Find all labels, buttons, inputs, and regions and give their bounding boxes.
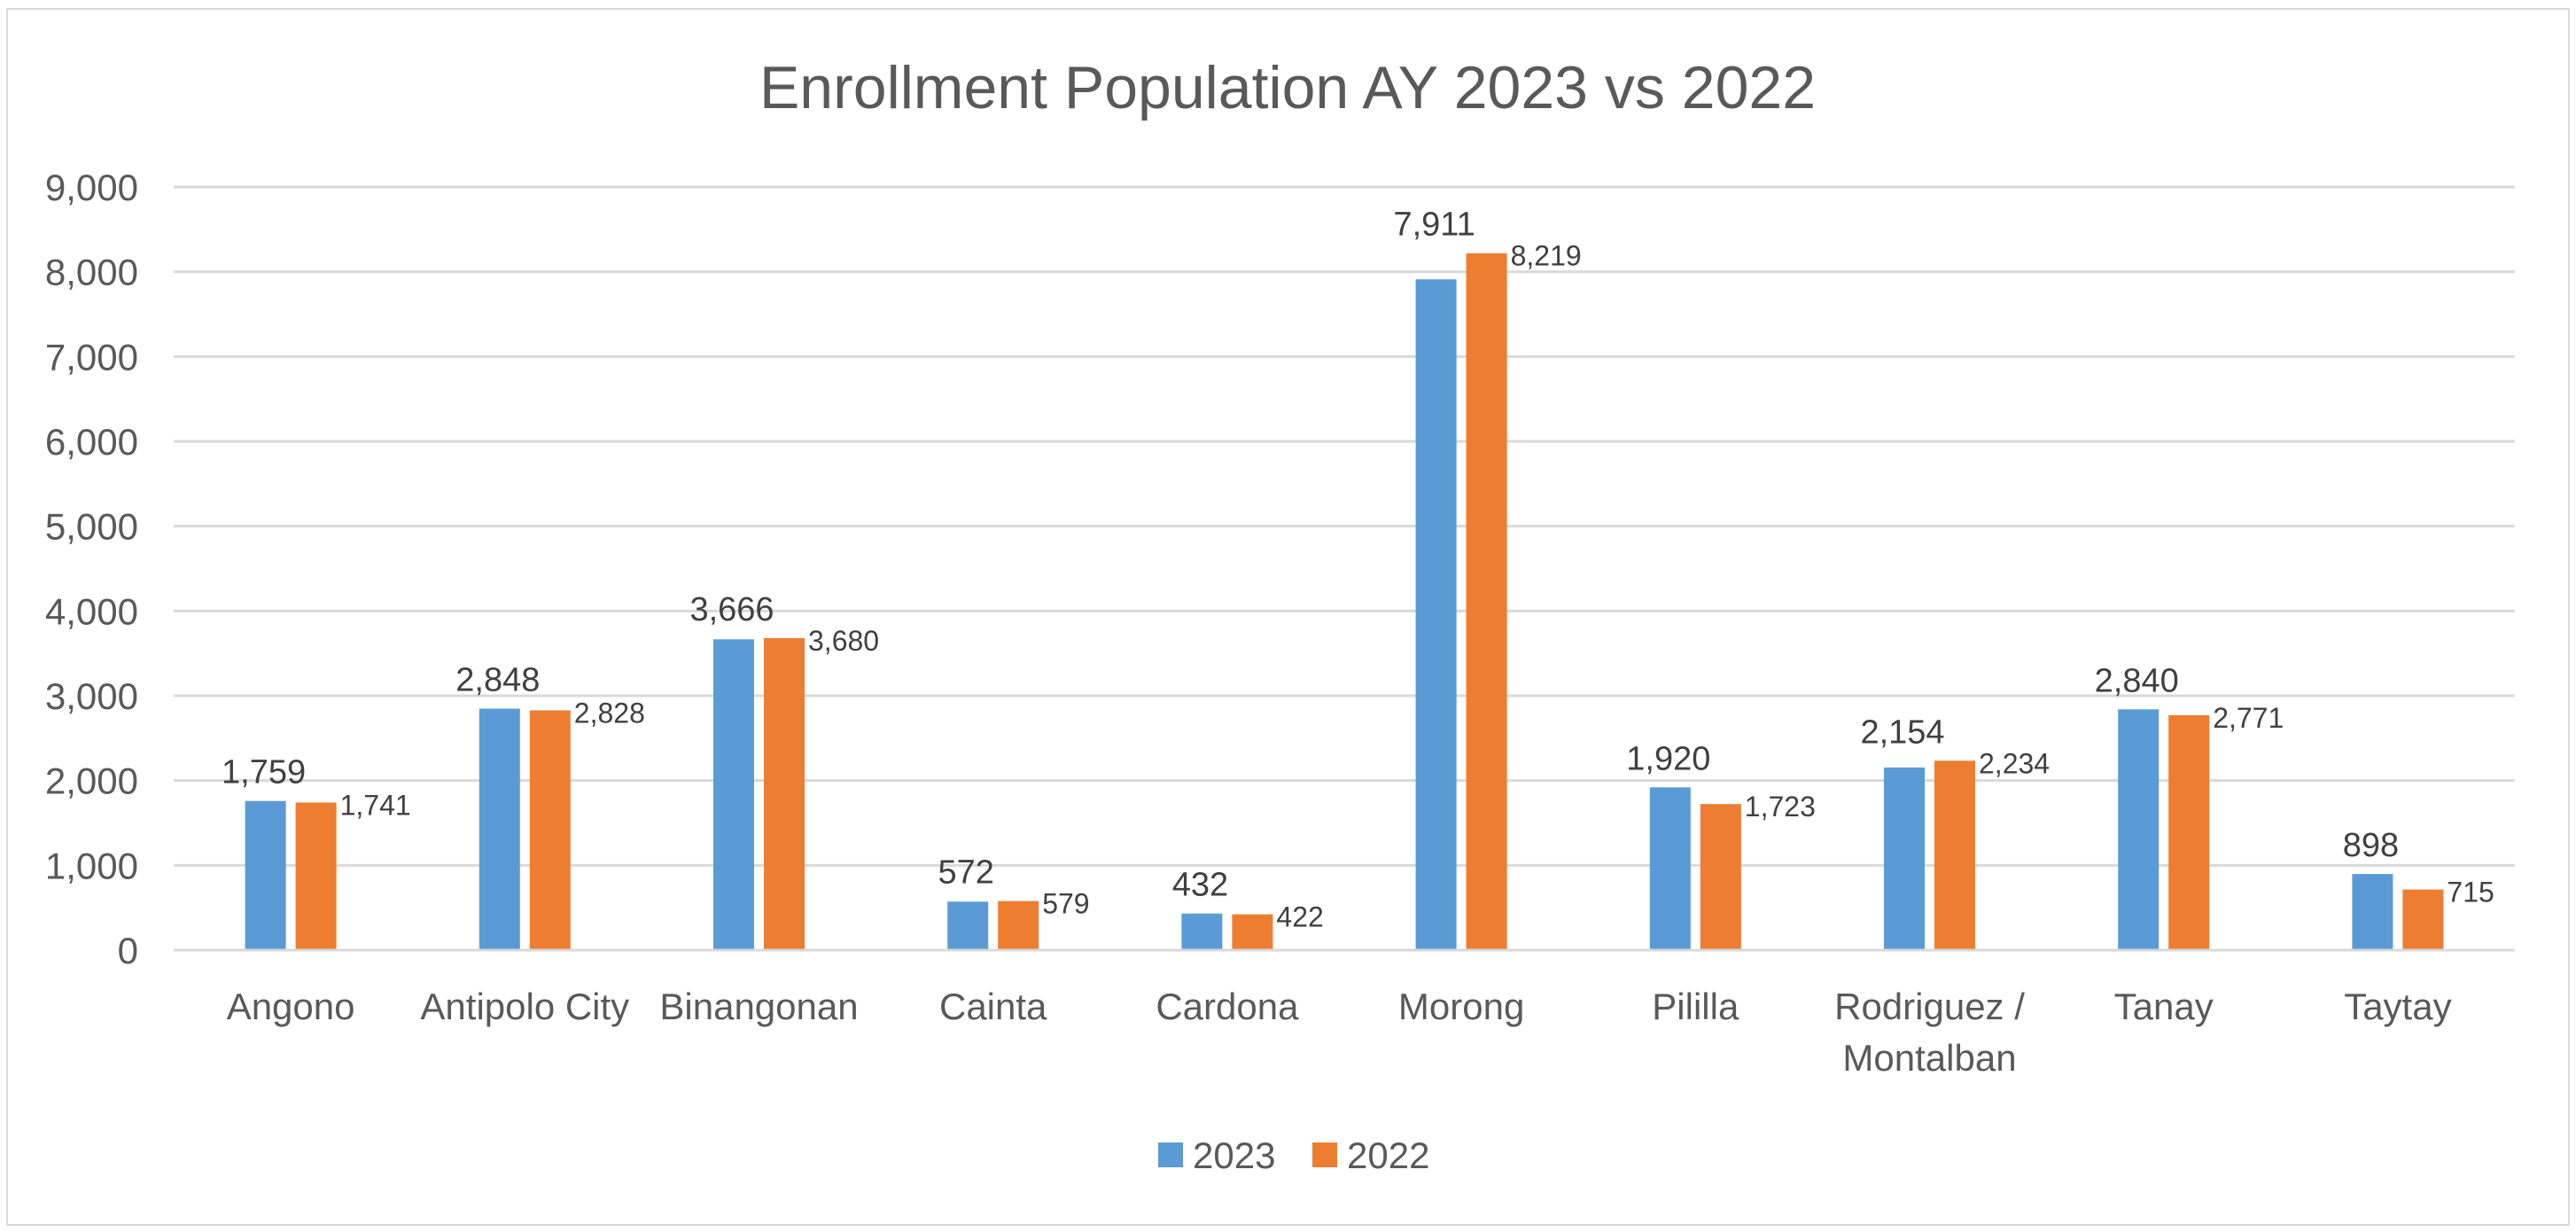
x-tick-label: Montalban [1842,1037,2016,1079]
data-label-2023: 1,759 [222,754,306,791]
data-label-2022: 3,680 [808,625,879,657]
y-tick-label: 0 [118,930,138,971]
data-label-2023: 2,154 [1860,713,1944,751]
x-tick-label: Rodriguez / [1834,986,2025,1027]
x-axis: Angono Antipolo City Binangonan Cainta Cardo… [174,948,2515,1079]
bar-2022 [1934,760,1975,950]
data-label-2023: 432 [1172,867,1228,904]
data-label-2023: 1,920 [1626,740,1710,777]
y-tick-label: 8,000 [45,252,138,293]
data-label-2023: 2,840 [2095,662,2179,699]
y-tick-label: 7,000 [45,336,138,378]
bar-2023 [2118,709,2160,950]
bar-2022 [2402,889,2444,950]
legend-label-2022: 2022 [1347,1135,1429,1176]
x-tick-label: Cainta [939,986,1047,1027]
data-label-2023: 3,666 [689,591,774,628]
bar-2023 [245,800,286,950]
bar-2022 [295,802,337,950]
bar-2022 [1700,804,1741,950]
data-label-2022: 579 [1042,888,1089,920]
data-label-2023: 898 [2343,827,2399,864]
x-tick-label: Pililla [1652,986,1739,1027]
y-tick-label: 9,000 [45,167,138,208]
chart-frame [6,8,2570,1226]
y-tick-label: 2,000 [45,760,138,802]
legend: 2023 2022 [1158,1135,1429,1176]
data-label-2022: 422 [1276,901,1323,933]
legend-swatch-2023 [1158,1142,1183,1167]
bar-2023 [479,708,520,950]
data-label-2022: 2,234 [1979,747,2050,779]
y-tick-label: 5,000 [45,506,138,548]
legend-swatch-2022 [1312,1142,1337,1167]
x-tick-label: Cardona [1156,986,1299,1027]
data-label-2022: 1,723 [1745,791,1816,823]
x-tick-label: Tanay [2114,986,2214,1027]
y-tick-label: 3,000 [45,675,138,717]
x-tick-label: Angono [227,986,355,1027]
bar-2022 [998,901,1039,950]
data-label-2022: 8,219 [1511,240,1582,272]
data-label-2022: 2,828 [574,697,645,729]
bar-2022 [529,710,571,950]
y-tick-label: 4,000 [45,590,138,632]
y-tick-label: 1,000 [45,845,138,886]
data-label-2022: 715 [2447,877,2494,908]
bars [245,253,2444,950]
bar-2022 [764,637,805,950]
bar-2023 [1415,279,1457,950]
legend-label-2023: 2023 [1193,1135,1275,1176]
bar-2023 [2352,874,2393,950]
bar-2023 [1649,787,1691,950]
x-tick-label: Antipolo City [420,986,629,1027]
y-tick-label: 6,000 [45,421,138,463]
x-tick-label: Taytay [2344,986,2451,1027]
bar-2023 [1181,913,1223,950]
bar-2023 [947,901,989,950]
x-tick-label: Morong [1398,986,1524,1027]
x-tick-label: Binangonan [659,986,858,1027]
chart-title: Enrollment Population AY 2023 vs 2022 [759,54,1816,121]
bar-2022 [1466,253,1507,950]
gridlines [174,185,2515,952]
data-label-2022: 1,741 [340,789,411,821]
data-label-2023: 572 [938,854,993,892]
data-label-2023: 7,911 [1393,207,1475,244]
data-labels: 1,759 1,741 2,848 2,828 3,666 3,680 572 579 432 4… [222,207,2494,933]
bar-2023 [1884,767,1925,950]
data-label-2023: 2,848 [455,662,540,699]
bar-2022 [1232,914,1273,950]
bar-2022 [2168,714,2210,950]
bar-2023 [713,639,754,950]
y-axis-ticks: 0 1,000 2,000 3,000 4,000 5,000 6,000 7,000 8,00… [45,167,138,971]
data-label-2022: 2,771 [2213,702,2284,734]
